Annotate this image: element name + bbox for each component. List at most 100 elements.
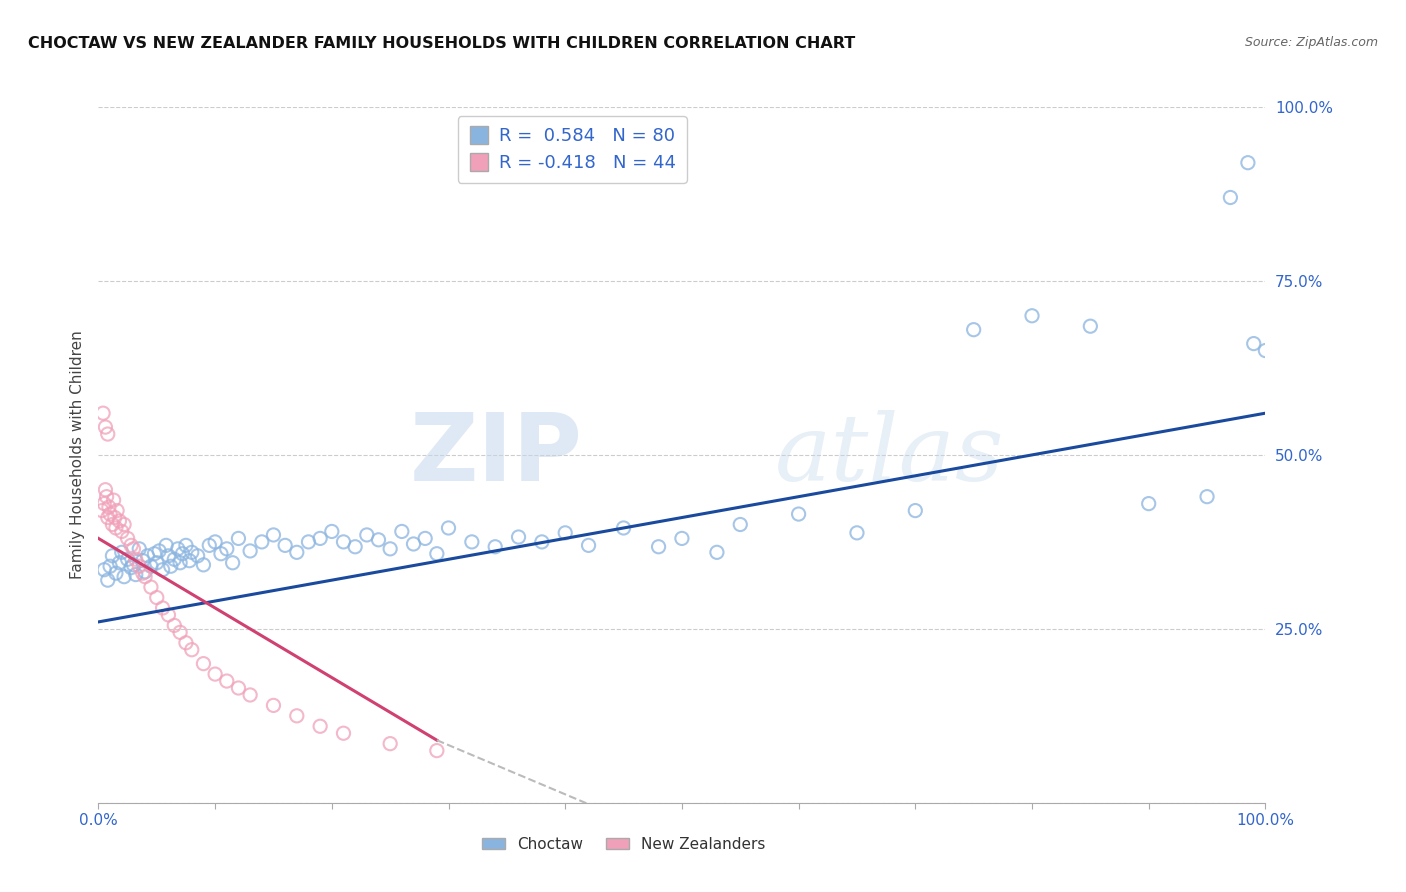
Point <box>367 533 389 547</box>
Point <box>166 541 188 556</box>
Point <box>426 744 449 758</box>
Point <box>97 510 120 524</box>
Point <box>90 503 112 517</box>
Point <box>239 688 262 702</box>
Point <box>132 566 155 581</box>
Point <box>139 580 162 594</box>
Legend: Choctaw, New Zealanders: Choctaw, New Zealanders <box>475 830 772 858</box>
Point <box>93 497 115 511</box>
Point <box>96 490 118 504</box>
Point <box>134 570 156 584</box>
Point <box>117 552 139 566</box>
Point <box>262 698 284 713</box>
Point <box>309 719 332 733</box>
Point <box>169 556 191 570</box>
Point <box>139 559 162 574</box>
Point <box>1254 343 1277 358</box>
Point <box>228 532 250 546</box>
Point <box>215 541 238 556</box>
Point <box>108 514 131 528</box>
Point <box>332 534 354 549</box>
Point <box>169 625 191 640</box>
Point <box>204 534 226 549</box>
Point <box>93 563 115 577</box>
Point <box>117 532 139 546</box>
Point <box>111 524 134 539</box>
Point <box>180 642 202 657</box>
Point <box>380 737 402 751</box>
Point <box>508 530 530 544</box>
Point <box>193 657 215 671</box>
Point <box>613 521 636 535</box>
Text: Source: ZipAtlas.com: Source: ZipAtlas.com <box>1244 36 1378 49</box>
Point <box>120 560 142 574</box>
Point <box>484 540 506 554</box>
Point <box>172 547 194 561</box>
Point <box>285 708 308 723</box>
Point <box>98 507 121 521</box>
Point <box>1243 336 1265 351</box>
Point <box>344 540 367 554</box>
Point <box>157 607 180 622</box>
Point <box>846 525 869 540</box>
Point <box>1137 497 1160 511</box>
Point <box>554 525 576 540</box>
Point <box>437 521 460 535</box>
Point <box>94 420 117 434</box>
Point <box>356 528 378 542</box>
Point <box>274 538 297 552</box>
Point <box>904 503 927 517</box>
Point <box>105 503 128 517</box>
Point <box>120 538 142 552</box>
Point <box>380 541 402 556</box>
Point <box>108 556 131 570</box>
Point <box>111 545 134 559</box>
Point <box>391 524 413 539</box>
Point <box>402 537 425 551</box>
Point <box>578 538 600 552</box>
Point <box>262 528 284 542</box>
Point <box>101 549 124 563</box>
Point <box>647 540 669 554</box>
Point <box>228 681 250 695</box>
Point <box>962 323 984 337</box>
Y-axis label: Family Households with Children: Family Households with Children <box>69 331 84 579</box>
Point <box>125 552 148 566</box>
Point <box>128 559 150 574</box>
Text: CHOCTAW VS NEW ZEALANDER FAMILY HOUSEHOLDS WITH CHILDREN CORRELATION CHART: CHOCTAW VS NEW ZEALANDER FAMILY HOUSEHOL… <box>28 36 855 51</box>
Point <box>97 500 120 514</box>
Point <box>787 507 810 521</box>
Point <box>209 547 232 561</box>
Point <box>198 538 221 552</box>
Point <box>152 563 174 577</box>
Point <box>1021 309 1043 323</box>
Point <box>221 556 243 570</box>
Point <box>103 493 125 508</box>
Point <box>98 559 121 574</box>
Point <box>112 517 135 532</box>
Point <box>125 567 148 582</box>
Text: atlas: atlas <box>775 410 1005 500</box>
Point <box>146 591 169 605</box>
Point <box>132 554 155 568</box>
Point <box>180 545 202 559</box>
Point <box>250 534 273 549</box>
Point <box>163 618 186 632</box>
Point <box>104 510 127 524</box>
Point <box>730 517 752 532</box>
Point <box>91 406 114 420</box>
Point <box>413 532 436 546</box>
Point <box>159 559 181 574</box>
Point <box>1080 319 1102 334</box>
Point <box>321 524 343 539</box>
Point <box>163 552 186 566</box>
Point <box>122 558 145 572</box>
Point <box>157 549 180 563</box>
Point <box>426 547 449 561</box>
Point <box>706 545 728 559</box>
Point <box>112 570 135 584</box>
Point <box>101 517 124 532</box>
Point <box>143 547 166 561</box>
Point <box>136 549 159 563</box>
Point <box>461 534 484 549</box>
